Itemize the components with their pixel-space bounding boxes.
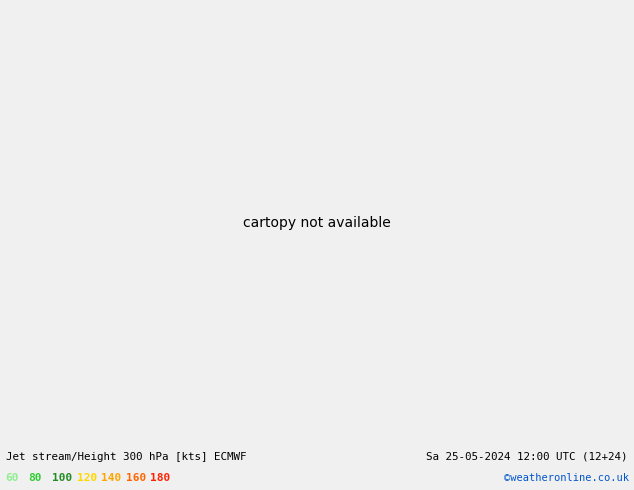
- Text: Sa 25-05-2024 12:00 UTC (12+24): Sa 25-05-2024 12:00 UTC (12+24): [426, 452, 628, 462]
- Text: 120: 120: [77, 473, 98, 483]
- Text: cartopy not available: cartopy not available: [243, 216, 391, 230]
- Text: 80: 80: [28, 473, 41, 483]
- Text: Jet stream/Height 300 hPa [kts] ECMWF: Jet stream/Height 300 hPa [kts] ECMWF: [6, 452, 247, 462]
- Text: 180: 180: [150, 473, 170, 483]
- Text: 60: 60: [5, 473, 18, 483]
- Text: 140: 140: [101, 473, 122, 483]
- Text: ©weatheronline.co.uk: ©weatheronline.co.uk: [504, 473, 629, 483]
- Text: 160: 160: [126, 473, 146, 483]
- Text: 100: 100: [52, 473, 72, 483]
